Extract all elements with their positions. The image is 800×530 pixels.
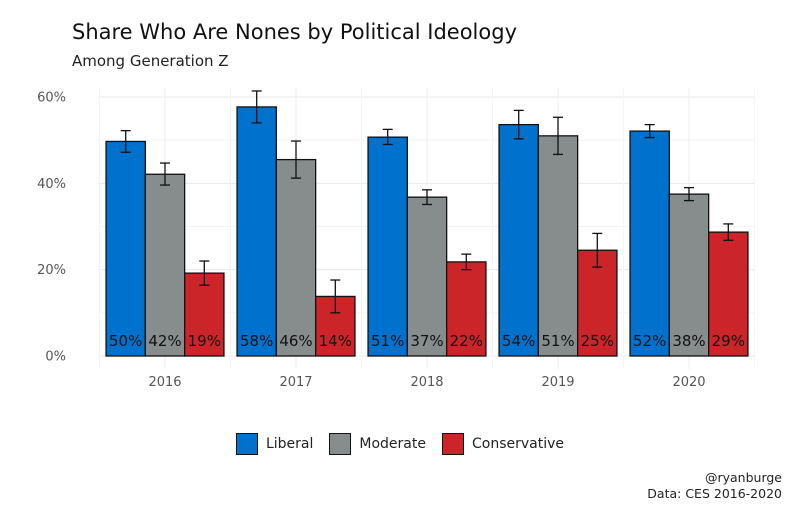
bar-liberal (367, 136, 408, 357)
data-label: 14% (319, 332, 352, 350)
caption: @ryanburge Data: CES 2016-2020 (647, 470, 782, 502)
chart-subtitle: Among Generation Z (72, 52, 229, 70)
data-label: 50% (109, 332, 142, 350)
bars: 50% 58% 51% 54% 52% 42% 46% 37% 51% 38% 19% 14% 22% 2… (105, 90, 749, 357)
bar-moderate (668, 193, 710, 357)
data-label: 54% (502, 332, 535, 350)
bar-conservative (183, 272, 225, 357)
legend-label-conservative: Conservative (471, 436, 565, 452)
data-label: 42% (148, 332, 181, 350)
bar-moderate (406, 196, 448, 357)
y-tick-label: 20% (37, 263, 66, 278)
caption-author: @ryanburge (704, 470, 782, 485)
data-label: 58% (240, 332, 273, 350)
legend-swatch-moderate (329, 433, 352, 455)
x-tick-label: 2018 (410, 375, 443, 390)
axis-labels: 0% 20% 40% 60% 2016 2017 2018 2019 2020 (37, 91, 705, 391)
x-tick-label: 2016 (148, 375, 181, 390)
data-label: 38% (672, 332, 705, 350)
y-tick-label: 60% (37, 91, 66, 106)
bar-conservative (445, 261, 487, 357)
data-label: 29% (712, 332, 745, 350)
data-label: 46% (279, 332, 312, 350)
legend-item-liberal: Liberal (235, 433, 314, 455)
legend-item-conservative: Conservative (441, 433, 565, 455)
chart-title: Share Who Are Nones by Political Ideolog… (72, 20, 517, 44)
bar-moderate (537, 135, 579, 357)
bar-liberal (236, 106, 278, 357)
bar-liberal (105, 140, 147, 357)
data-label: 25% (581, 332, 614, 350)
legend-label-liberal: Liberal (265, 436, 314, 452)
bar-liberal (629, 130, 670, 357)
y-tick-label: 40% (37, 177, 66, 192)
data-label: 37% (410, 332, 443, 350)
legend: Liberal Moderate Conservative (0, 433, 800, 455)
x-tick-label: 2019 (541, 375, 574, 390)
legend-swatch-conservative (441, 433, 464, 455)
bar-liberal (498, 123, 539, 357)
bar-moderate (144, 173, 186, 357)
data-label: 51% (371, 332, 404, 350)
legend-item-moderate: Moderate (329, 433, 426, 455)
bar-chart: 50% 58% 51% 54% 52% 42% 46% 37% 51% 38% 19% 14% 22% 2… (37, 88, 755, 391)
caption-source: Data: CES 2016-2020 (647, 486, 782, 501)
x-tick-label: 2017 (279, 375, 312, 390)
legend-swatch-liberal (235, 433, 258, 455)
bar-moderate (275, 158, 317, 357)
data-label: 51% (541, 332, 574, 350)
data-label: 19% (188, 332, 221, 350)
legend-label-moderate: Moderate (359, 436, 426, 452)
data-label: 52% (633, 332, 666, 350)
y-tick-label: 0% (45, 350, 66, 365)
data-label: 22% (450, 332, 483, 350)
x-tick-label: 2020 (672, 375, 705, 390)
